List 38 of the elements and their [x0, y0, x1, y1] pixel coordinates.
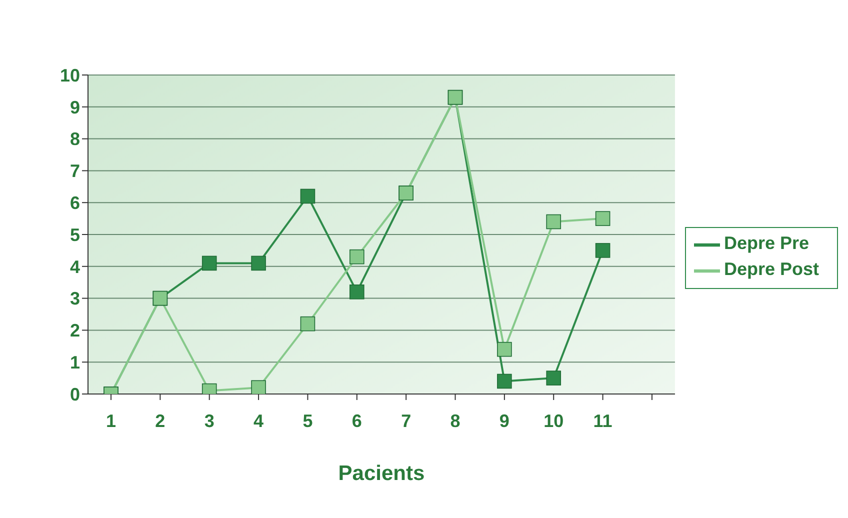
- legend-label: Depre Pre: [724, 233, 810, 254]
- point: [349, 284, 364, 300]
- point: [251, 380, 266, 394]
- y-tick-label: 4: [70, 256, 80, 277]
- point: [497, 374, 512, 389]
- x-tick-label: 1: [106, 410, 116, 431]
- point: [300, 188, 316, 204]
- x-axis-title: Pacients: [338, 462, 425, 485]
- y-tick-label: 5: [70, 224, 80, 245]
- x-tick-label: 11: [593, 410, 612, 431]
- point: [546, 370, 562, 386]
- x-tick-label: 2: [155, 410, 166, 431]
- y-tick-label: 3: [70, 288, 80, 309]
- x-tick-label: 10: [544, 410, 564, 431]
- x-tick-label: 7: [401, 410, 412, 431]
- x-tick-label: 4: [254, 410, 264, 431]
- legend-label: Depre Post: [724, 259, 819, 280]
- point: [300, 316, 316, 332]
- x-tick-label: 8: [450, 410, 460, 431]
- x-tick-label: 6: [352, 410, 362, 431]
- point: [546, 214, 562, 230]
- y-tick-label: 1: [70, 352, 80, 372]
- point: [595, 211, 610, 226]
- point: [349, 249, 364, 264]
- y-tick-label: 6: [70, 192, 80, 213]
- y-tick-label: 8: [70, 129, 80, 150]
- y-tick-label: 9: [70, 97, 80, 118]
- x-tick-label: 9: [499, 410, 510, 431]
- point: [202, 256, 217, 271]
- x-tick-label: 5: [302, 410, 313, 431]
- point: [251, 256, 266, 271]
- point: [595, 243, 610, 258]
- y-tick-label: 7: [70, 161, 80, 182]
- x-tick-label: 3: [204, 410, 214, 431]
- y-tick-label: 10: [60, 65, 80, 86]
- y-tick-label: 2: [70, 320, 80, 341]
- point: [497, 342, 512, 357]
- y-tick-label: 0: [70, 384, 80, 404]
